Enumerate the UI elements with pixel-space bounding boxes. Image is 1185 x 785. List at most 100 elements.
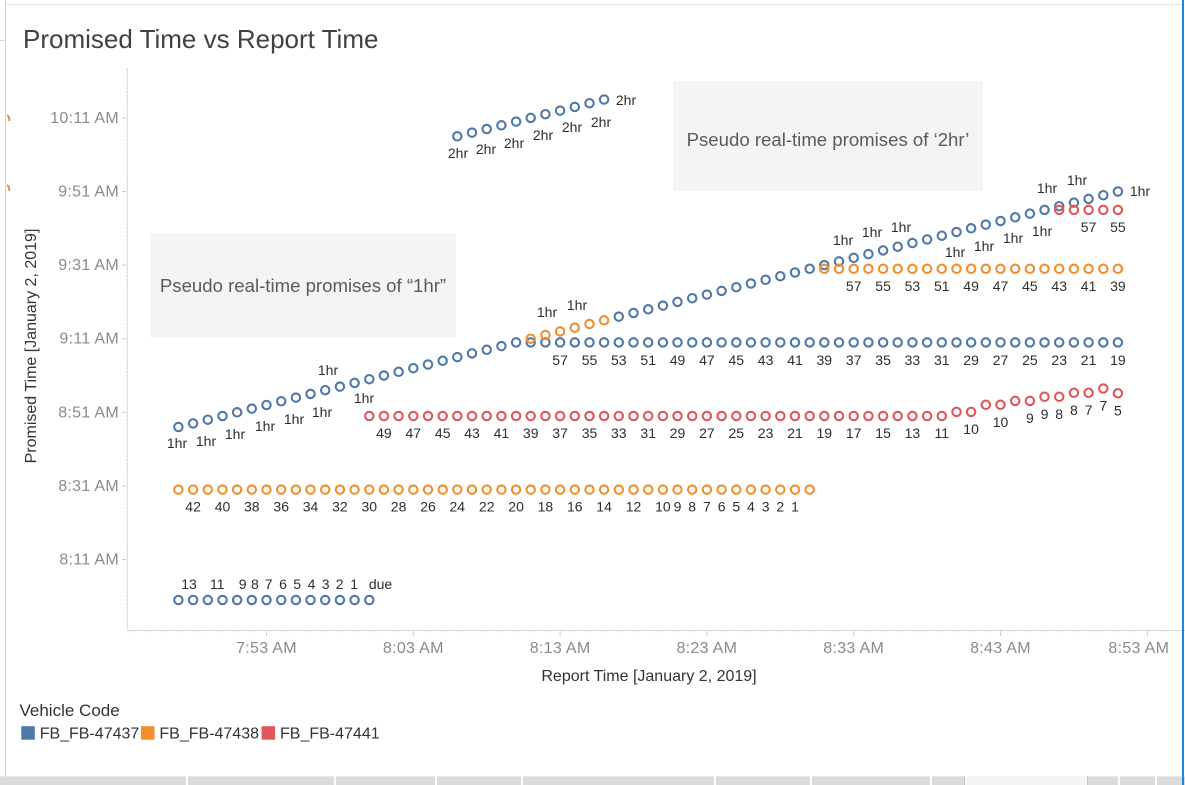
svg-text:51: 51 [640, 352, 656, 368]
svg-text:40: 40 [215, 499, 231, 515]
svg-text:1hr: 1hr [255, 418, 276, 434]
svg-text:47: 47 [993, 278, 1009, 294]
svg-text:2hr: 2hr [504, 135, 525, 151]
svg-text:19: 19 [817, 425, 833, 441]
svg-text:Pseudo real-time promises of “: Pseudo real-time promises of “1hr” [160, 275, 446, 296]
svg-text:32: 32 [332, 499, 348, 515]
svg-text:1hr: 1hr [1037, 180, 1058, 196]
svg-text:13: 13 [905, 425, 921, 441]
svg-text:57: 57 [846, 278, 862, 294]
svg-text:10:11 AM: 10:11 AM [50, 110, 119, 127]
svg-text:43: 43 [464, 425, 480, 441]
svg-text:27: 27 [993, 352, 1009, 368]
svg-text:7:53 AM: 7:53 AM [236, 640, 297, 657]
svg-text:57: 57 [1081, 219, 1097, 235]
svg-text:37: 37 [552, 425, 568, 441]
svg-text:2: 2 [776, 499, 784, 515]
svg-text:7: 7 [1099, 398, 1107, 414]
svg-text:3: 3 [322, 576, 330, 592]
svg-text:1hr: 1hr [1032, 223, 1053, 239]
svg-text:8:31 AM: 8:31 AM [58, 478, 119, 495]
svg-text:5: 5 [293, 576, 301, 592]
svg-text:1hr: 1hr [354, 390, 375, 406]
svg-text:30: 30 [362, 499, 378, 515]
svg-text:9:11 AM: 9:11 AM [59, 331, 119, 348]
svg-text:Promised Time vs Report Time: Promised Time vs Report Time [23, 24, 378, 54]
svg-text:1hr: 1hr [974, 238, 995, 254]
svg-text:1hr: 1hr [862, 224, 883, 240]
svg-text:22: 22 [479, 499, 495, 515]
svg-text:49: 49 [376, 425, 392, 441]
svg-text:9:31 AM: 9:31 AM [58, 257, 119, 274]
svg-text:37: 37 [846, 352, 862, 368]
svg-text:1hr: 1hr [833, 232, 854, 248]
svg-text:Report Time [January 2, 2019]: Report Time [January 2, 2019] [541, 668, 756, 685]
svg-text:23: 23 [1051, 352, 1067, 368]
svg-text:45: 45 [1022, 278, 1038, 294]
svg-text:8:51 AM: 8:51 AM [58, 404, 119, 421]
svg-text:41: 41 [1081, 278, 1097, 294]
svg-text:1: 1 [350, 576, 358, 592]
svg-text:11: 11 [210, 576, 225, 592]
svg-text:35: 35 [582, 425, 598, 441]
svg-text:49: 49 [963, 278, 979, 294]
svg-text:25: 25 [1022, 352, 1038, 368]
svg-text:1hr: 1hr [196, 433, 217, 449]
svg-text:1hr: 1hr [537, 304, 558, 320]
svg-text:31: 31 [640, 425, 656, 441]
svg-text:21: 21 [1081, 352, 1097, 368]
svg-text:9:51 AM: 9:51 AM [58, 184, 119, 201]
svg-text:47: 47 [406, 425, 422, 441]
svg-text:39: 39 [817, 352, 833, 368]
svg-text:6: 6 [718, 499, 726, 515]
svg-text:3: 3 [762, 499, 770, 515]
svg-text:45: 45 [729, 352, 745, 368]
svg-text:8: 8 [1070, 402, 1078, 418]
svg-text:Promised Time [January 2, 2019: Promised Time [January 2, 2019] [23, 229, 40, 464]
svg-text:55: 55 [1110, 219, 1126, 235]
svg-text:19: 19 [1110, 352, 1126, 368]
svg-text:Pseudo real-time promises of ‘: Pseudo real-time promises of ‘2hr’ [687, 129, 970, 150]
svg-text:33: 33 [611, 425, 627, 441]
svg-text:8:23 AM: 8:23 AM [676, 640, 737, 657]
svg-text:FB_FB-47438: FB_FB-47438 [159, 726, 259, 743]
svg-text:1hr: 1hr [891, 219, 912, 235]
svg-text:10: 10 [655, 499, 671, 515]
svg-text:10: 10 [993, 414, 1009, 430]
svg-text:1hr: 1hr [284, 411, 305, 427]
svg-text:24: 24 [450, 499, 466, 515]
svg-text:2hr: 2hr [591, 114, 612, 130]
svg-text:1hr: 1hr [318, 362, 339, 378]
svg-text:2: 2 [336, 576, 344, 592]
svg-text:2hr: 2hr [562, 119, 583, 135]
svg-text:8: 8 [688, 499, 696, 515]
svg-text:51: 51 [934, 278, 950, 294]
svg-text:12: 12 [626, 499, 642, 515]
svg-text:1hr: 1hr [167, 435, 188, 451]
svg-text:5: 5 [1114, 402, 1122, 418]
svg-text:8:33 AM: 8:33 AM [823, 640, 884, 657]
svg-text:9: 9 [239, 576, 247, 592]
svg-text:1hr: 1hr [312, 404, 333, 420]
svg-text:10: 10 [963, 421, 979, 437]
svg-text:33: 33 [905, 352, 921, 368]
svg-text:13: 13 [181, 576, 197, 592]
svg-text:7: 7 [265, 576, 273, 592]
svg-text:8:43 AM: 8:43 AM [970, 640, 1031, 657]
svg-text:29: 29 [670, 425, 686, 441]
svg-text:38: 38 [244, 499, 260, 515]
svg-text:55: 55 [875, 278, 891, 294]
svg-text:1hr: 1hr [225, 426, 246, 442]
svg-text:49: 49 [670, 352, 686, 368]
svg-text:2hr: 2hr [533, 127, 554, 143]
svg-text:1hr: 1hr [1067, 172, 1088, 188]
svg-text:11: 11 [935, 425, 950, 441]
svg-text:39: 39 [523, 425, 539, 441]
svg-text:1hr: 1hr [1130, 183, 1151, 199]
svg-text:41: 41 [787, 352, 803, 368]
svg-text:9: 9 [1026, 410, 1034, 426]
svg-text:17: 17 [846, 425, 862, 441]
svg-text:7: 7 [703, 499, 711, 515]
svg-text:53: 53 [905, 278, 921, 294]
svg-text:27: 27 [699, 425, 715, 441]
